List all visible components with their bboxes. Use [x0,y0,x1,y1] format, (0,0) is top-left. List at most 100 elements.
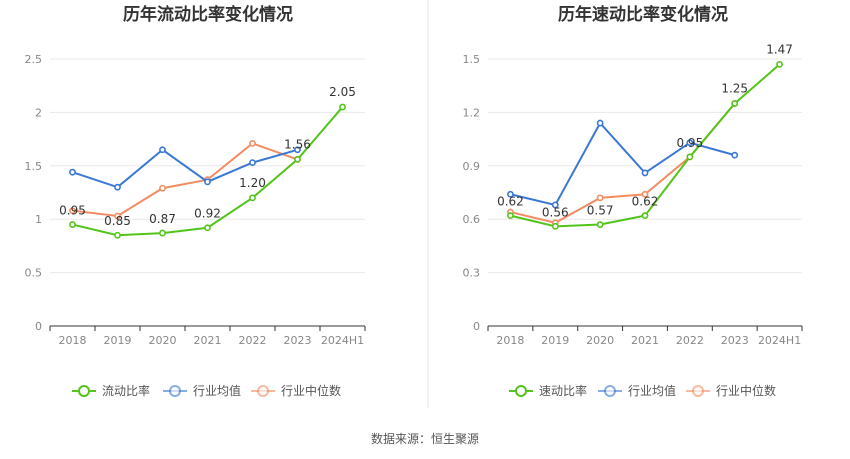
x-tick-label: 2018 [496,334,524,347]
legend-item[interactable]: 行业均值 [163,383,241,398]
series-line [72,142,298,218]
data-label: 0.57 [587,204,614,218]
series-2 [69,146,301,191]
data-point[interactable] [686,139,694,147]
data-point[interactable] [249,194,256,202]
data-point[interactable] [686,153,694,161]
x-tick-label: 2023 [721,334,749,347]
data-label: 0.56 [542,205,569,219]
legend-marker [604,385,616,397]
legend-label: 行业均值 [193,383,241,398]
chart-panel-1: 历年流动比率变化情况 0 0.5 1 1.5 2 2.5 2018 2019 2020 2021 20… [25,4,366,398]
legend-item[interactable]: 行业中位数 [251,383,341,398]
data-point[interactable] [596,194,604,202]
data-point[interactable] [294,155,301,163]
data-point[interactable] [551,201,559,209]
y-tick-label: 2 [35,106,42,119]
data-label: 0.92 [194,207,221,221]
series-line [72,148,298,189]
data-point[interactable] [204,178,211,186]
y-tick-label: 1.5 [25,160,43,173]
x-tick-label: 2018 [59,334,87,347]
chart-title: 历年流动比率变化情况 [123,4,293,25]
data-point[interactable] [596,119,604,127]
data-point[interactable] [114,231,121,239]
data-label: 0.95 [676,136,703,150]
data-point[interactable] [339,103,346,111]
data-point[interactable] [596,221,604,228]
y-tick-label: 1.5 [463,53,481,66]
x-tick-label: 2024H1 [758,334,801,347]
x-tick-label: 2020 [149,334,177,347]
data-point[interactable] [69,221,76,228]
data-label: 1.56 [284,137,311,151]
y-tick-label: 0.3 [463,267,481,280]
x-tick-label: 2022 [676,334,704,347]
legend-marker [169,385,181,397]
data-point[interactable] [776,60,783,68]
data-point[interactable] [159,146,166,154]
data-point[interactable] [507,190,514,198]
data-point[interactable] [114,212,121,220]
legend-marker [78,385,90,397]
series-3 [69,139,301,220]
data-point[interactable] [731,100,739,107]
legend-item[interactable]: 行业中位数 [686,383,776,398]
legend-item[interactable]: 流动比率 [72,383,150,398]
y-tick-label: 1.2 [463,106,481,119]
data-label: 2.05 [329,85,356,99]
y-tick-label: 0 [35,320,42,333]
legend-label: 行业中位数 [716,383,776,398]
x-tick-label: 2019 [541,334,569,347]
series-2 [507,119,739,209]
legend-marker [692,385,704,397]
data-point[interactable] [159,184,166,192]
y-tick-label: 0 [473,320,480,333]
data-point[interactable] [294,146,301,154]
source-note: 数据来源：恒生聚源 [371,431,479,446]
chart-panel-2: 历年速动比率变化情况 0 0.3 0.6 0.9 1.2 1.5 2018 2019 2020 20… [463,4,803,398]
y-tick-label: 1 [35,213,42,226]
data-label: 1.20 [239,176,266,190]
data-label: 1.25 [721,82,748,96]
y-tick-label: 0.6 [463,213,481,226]
data-point[interactable] [69,168,76,176]
legend-label: 行业均值 [628,383,676,398]
y-tick-label: 0.5 [25,267,43,280]
legend-label: 行业中位数 [281,383,341,398]
legend-label: 速动比率 [539,383,587,398]
legend-item[interactable]: 行业均值 [598,383,676,398]
y-tick-label: 2.5 [25,53,43,66]
legend-item[interactable]: 速动比率 [509,383,587,398]
data-point[interactable] [641,190,649,198]
data-point[interactable] [551,222,559,230]
legend-marker [257,385,269,397]
series-1 [69,103,346,239]
data-point[interactable] [69,207,76,215]
x-tick-label: 2019 [104,334,132,347]
x-tick-label: 2021 [194,334,222,347]
data-label: 0.95 [59,204,86,218]
data-point[interactable] [507,212,514,220]
series-line [510,121,735,207]
data-point[interactable] [249,139,256,147]
x-tick-label: 2024H1 [321,334,364,347]
series-1 [507,60,783,230]
data-point[interactable] [114,183,121,191]
data-label: 0.62 [497,195,524,209]
y-tick-label: 0.9 [463,160,481,173]
data-point[interactable] [204,224,211,232]
legend-label: 流动比率 [102,383,150,398]
data-point[interactable] [159,229,166,237]
data-point[interactable] [641,212,649,220]
data-label: 0.62 [632,195,659,209]
x-tick-label: 2021 [631,334,659,347]
x-tick-label: 2023 [284,334,312,347]
data-point[interactable] [249,159,256,166]
data-point[interactable] [641,169,649,177]
data-label: 0.87 [149,212,176,226]
data-point[interactable] [731,151,739,159]
data-label: 0.85 [104,214,131,228]
x-tick-label: 2022 [239,334,267,347]
